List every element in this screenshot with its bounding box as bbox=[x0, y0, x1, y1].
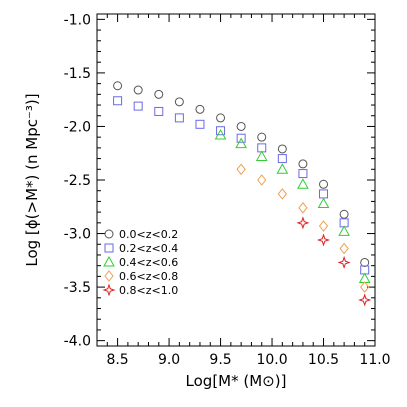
x-tick-label: 11.0 bbox=[359, 352, 390, 368]
data-point-circle bbox=[154, 89, 164, 99]
y-tick-label: -1.0 bbox=[64, 12, 91, 28]
data-point-triangle bbox=[317, 197, 330, 209]
data-point-circle bbox=[339, 209, 349, 219]
data-point-circle bbox=[236, 121, 246, 131]
data-point-star bbox=[316, 233, 331, 247]
data-point-circle bbox=[113, 81, 123, 91]
y-axis-label: Log [ϕ(>M*) (n Mpc⁻³)] bbox=[23, 93, 41, 266]
y-tick-label: -2.5 bbox=[64, 173, 91, 189]
legend-label: 0.0<z<0.2 bbox=[119, 228, 178, 241]
x-axis-label: Log[M* (M⊙)] bbox=[186, 372, 287, 390]
legend: 0.0<z<0.20.2<z<0.40.4<z<0.60.6<z<0.80.8<… bbox=[102, 228, 178, 297]
data-point-square bbox=[195, 119, 205, 129]
x-tick-label: 9.0 bbox=[158, 352, 180, 368]
y-tick-label: -1.5 bbox=[64, 66, 91, 82]
legend-marker-triangle bbox=[103, 255, 115, 267]
data-point-square bbox=[174, 113, 184, 123]
data-point-square bbox=[216, 126, 226, 136]
y-tick-label: -3.0 bbox=[64, 227, 91, 243]
data-point-diamond bbox=[360, 281, 370, 293]
data-point-circle bbox=[216, 113, 226, 123]
legend-label: 0.4<z<0.6 bbox=[119, 256, 178, 269]
data-point-star bbox=[358, 293, 372, 307]
data-point-square bbox=[133, 101, 143, 111]
data-point-circle bbox=[257, 132, 267, 142]
data-point-triangle bbox=[255, 150, 268, 161]
data-point-circle bbox=[277, 144, 287, 154]
data-point-circle bbox=[133, 85, 143, 95]
legend-marker-diamond bbox=[104, 270, 114, 282]
legend-marker-star bbox=[102, 283, 116, 297]
data-point-diamond bbox=[298, 202, 308, 214]
data-point-circle bbox=[195, 104, 205, 114]
data-point-diamond bbox=[339, 242, 349, 255]
data-points bbox=[113, 81, 372, 307]
y-tick-label: -3.5 bbox=[64, 280, 91, 296]
data-point-circle bbox=[319, 179, 329, 189]
x-tick-label: 9.5 bbox=[209, 352, 231, 368]
data-point-triangle bbox=[297, 178, 309, 189]
data-point-triangle bbox=[358, 272, 371, 284]
x-tick-label: 10.0 bbox=[256, 352, 287, 368]
data-point-square bbox=[154, 106, 164, 116]
data-point-triangle bbox=[235, 137, 247, 149]
data-point-star bbox=[296, 216, 310, 230]
data-point-square bbox=[113, 96, 123, 106]
legend-label: 0.8<z<1.0 bbox=[119, 284, 178, 297]
x-tick-label: 10.5 bbox=[308, 352, 339, 368]
y-tick-label: -4.0 bbox=[64, 334, 91, 350]
data-point-triangle bbox=[338, 225, 350, 236]
data-point-square bbox=[277, 154, 287, 164]
ticks: 8.5 9.0 9.5 10.0 10.5 11.0 -1.0 -1.5 -2.0 -2.5 -3.… bbox=[64, 12, 391, 368]
data-point-circle bbox=[174, 97, 184, 107]
data-point-diamond bbox=[318, 220, 329, 232]
data-point-circle bbox=[360, 257, 370, 267]
data-point-triangle bbox=[276, 163, 289, 174]
data-point-triangle bbox=[214, 128, 227, 140]
data-point-circle bbox=[298, 159, 308, 169]
legend-label: 0.6<z<0.8 bbox=[119, 270, 178, 283]
legend-marker-square bbox=[104, 243, 114, 253]
x-tick-label: 8.5 bbox=[106, 352, 128, 368]
data-point-square bbox=[236, 133, 246, 143]
data-point-square bbox=[298, 169, 308, 179]
data-point-diamond bbox=[277, 188, 287, 200]
legend-label: 0.2<z<0.4 bbox=[119, 242, 178, 255]
y-tick-label: -2.0 bbox=[64, 119, 91, 135]
data-point-diamond bbox=[257, 174, 267, 186]
data-point-diamond bbox=[236, 163, 246, 176]
data-point-star bbox=[337, 255, 351, 270]
data-point-square bbox=[319, 189, 329, 199]
legend-marker-circle bbox=[104, 229, 114, 239]
